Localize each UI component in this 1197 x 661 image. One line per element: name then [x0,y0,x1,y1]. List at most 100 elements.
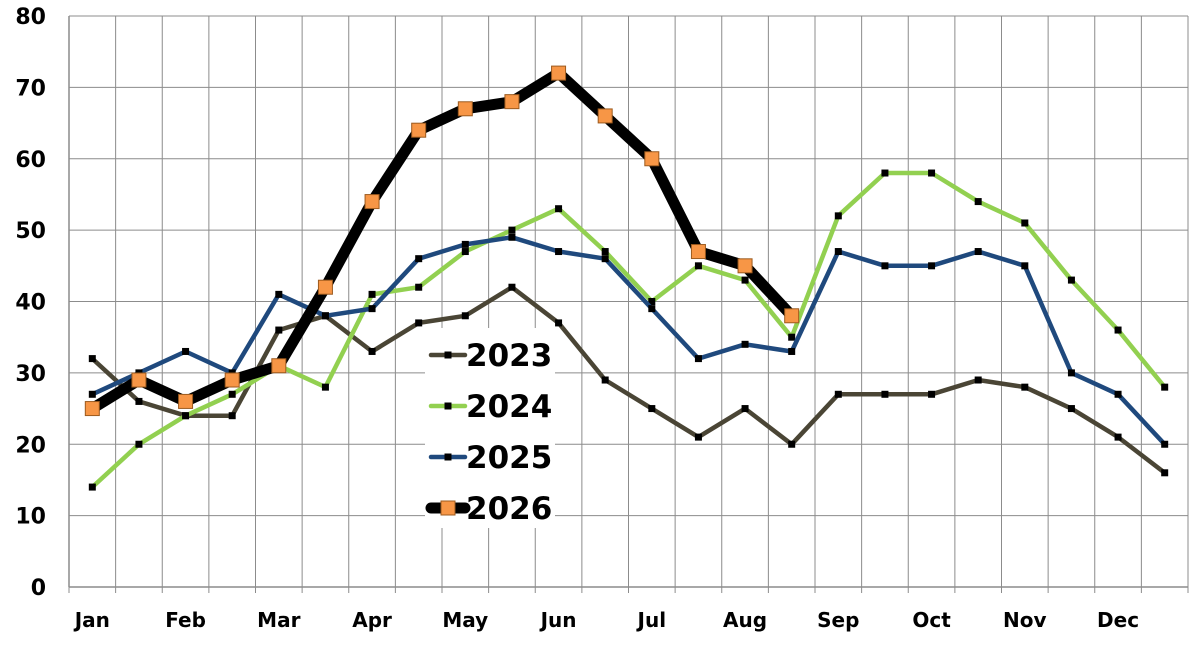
data-point-2023 [881,390,889,398]
data-point-2024 [1021,219,1029,227]
data-point-2023 [1021,383,1029,391]
data-point-2026 [597,108,613,124]
data-point-2024 [135,440,143,448]
data-point-2025 [834,248,842,256]
data-point-2025 [415,255,423,263]
x-tick-label: May [442,608,488,632]
data-point-2023 [928,390,936,398]
data-point-2024 [881,169,889,177]
data-point-2023 [135,397,143,405]
data-point-2024 [788,333,796,341]
data-point-2026 [411,122,427,138]
y-tick-label: 0 [31,576,46,601]
data-point-2025 [555,248,563,256]
data-point-2024 [182,412,190,420]
y-tick-label: 40 [15,291,46,316]
data-point-2025 [741,340,749,348]
data-point-2024 [648,298,656,305]
data-point-2024 [508,226,516,234]
data-point-2023 [88,355,96,363]
data-point-2025 [974,248,982,256]
data-point-2024 [694,262,702,270]
legend: 2023 2024 2025 2026 [425,328,555,528]
data-point-2024 [601,248,609,256]
data-point-2023 [415,319,423,327]
data-point-2023 [228,412,236,420]
data-point-2023 [275,326,283,334]
data-point-2025 [648,305,656,313]
x-tick-label: Feb [165,608,206,632]
data-point-2023 [1114,433,1122,441]
series-2023 [88,283,1169,477]
data-point-2025 [694,355,702,363]
data-point-2023 [601,376,609,384]
series-layer [84,65,1169,491]
data-point-2026 [737,258,753,274]
data-point-2025 [368,305,376,313]
data-point-2024 [974,198,982,206]
series-line-2026 [86,67,798,415]
data-point-2026 [690,244,706,260]
series-line-2025 [90,235,1167,447]
data-point-2026 [457,101,473,117]
data-point-2023 [461,312,469,320]
data-point-2024 [415,283,423,291]
x-axis-ticks: Jan Feb Mar Apr May Jun Jul Aug Sep Oct Nov Dec [73,608,1139,632]
x-tick-label: Aug [723,608,767,632]
data-point-2024 [368,290,376,298]
y-axis-ticks: 0 10 20 30 40 50 60 70 80 [15,5,46,601]
data-point-2025 [321,312,329,320]
legend-item-2023: 2023 [428,338,552,374]
y-tick-label: 70 [15,76,46,101]
data-point-2026 [271,358,287,374]
data-point-2023 [834,390,842,398]
series-line-2023 [90,284,1167,476]
data-point-2024 [228,390,236,398]
data-point-2025 [881,262,889,270]
legend-item-2026: 2026 [425,491,552,527]
data-point-2023 [741,405,749,413]
legend-label: 2026 [466,491,552,527]
x-tick-label: Jun [539,608,577,632]
legend-swatch-marker [444,453,452,461]
data-point-2023 [555,319,563,327]
data-point-2025 [1067,369,1075,377]
x-tick-label: Sep [817,608,859,632]
legend-swatch-marker [440,500,456,516]
data-point-2025 [1161,440,1169,448]
data-point-2025 [1021,262,1029,270]
data-point-2023 [1067,405,1075,413]
y-tick-label: 30 [15,362,46,387]
x-tick-label: Mar [257,608,300,632]
x-tick-label: Nov [1003,608,1047,632]
data-point-2026 [504,94,520,110]
x-tick-label: Oct [912,608,951,632]
y-tick-label: 80 [15,5,46,30]
y-tick-label: 50 [15,219,46,244]
data-point-2026 [784,308,800,324]
data-point-2025 [508,233,516,241]
x-tick-label: Jul [636,608,667,632]
legend-item-2025: 2025 [428,440,552,476]
data-point-2025 [182,347,190,355]
data-point-2026 [224,372,240,388]
data-point-2024 [461,248,469,256]
data-point-2024 [834,212,842,220]
x-tick-label: Jan [73,608,110,632]
data-point-2026 [84,401,100,417]
data-point-2023 [648,405,656,413]
data-point-2026 [644,151,660,167]
y-tick-label: 60 [15,148,46,173]
data-point-2026 [317,279,333,295]
chart-axes [68,16,1189,593]
data-point-2024 [555,205,563,213]
data-point-2026 [551,65,567,81]
legend-label: 2025 [466,440,552,476]
chart-grid [69,15,1189,587]
data-point-2023 [788,440,796,448]
legend-item-2024: 2024 [428,389,552,425]
data-point-2023 [974,376,982,384]
data-point-2024 [1114,326,1122,334]
series-2026 [84,65,800,417]
